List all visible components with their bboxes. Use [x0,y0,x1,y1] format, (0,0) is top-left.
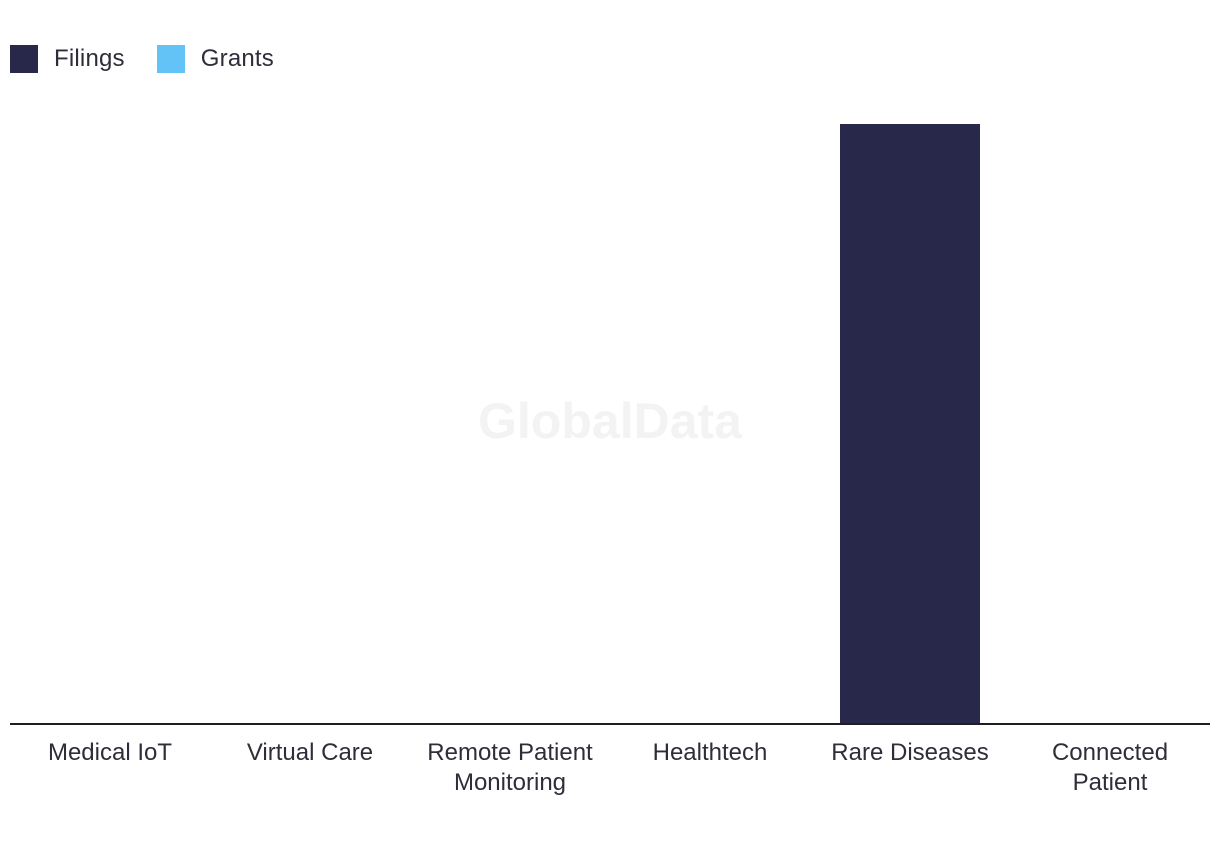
x-tick-label: Connected Patient [1051,739,1169,796]
legend-swatch-grants [156,45,185,73]
legend-item-filings: Filings [10,45,125,73]
legend-label-grants: Grants [200,45,274,72]
x-tick-label: Medical IoT [47,739,173,766]
legend-label-filings: Filings [54,45,125,72]
legend-swatch-filings [10,45,38,73]
legend-item-grants: Grants [156,45,274,73]
x-tick-label: Remote Patient Monitoring [427,739,593,796]
bar-filings-4 [840,124,980,724]
watermark: GlobalData [478,393,742,449]
x-tick-label: Virtual Care [246,739,374,766]
x-tick-label: Healthtech [652,739,768,766]
chart-legend: Filings Grants [10,42,306,76]
x-tick-label: Rare Diseases [831,739,989,766]
